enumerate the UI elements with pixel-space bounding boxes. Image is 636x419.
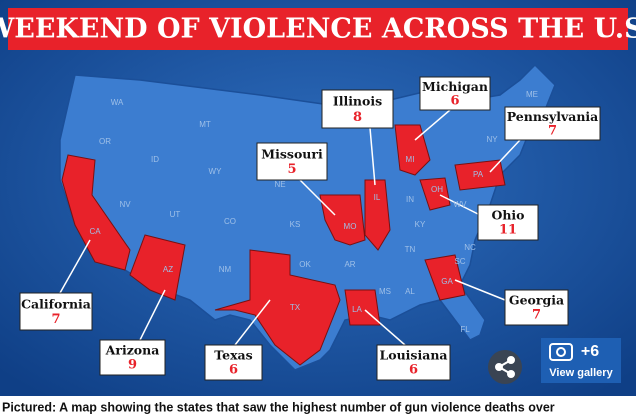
state-abbr: CO <box>224 217 236 226</box>
callout-box <box>504 106 601 141</box>
callout-count: 7 <box>548 123 557 138</box>
leader <box>364 309 406 346</box>
state-abbr: NE <box>274 180 285 189</box>
state-abbr: MI <box>406 155 415 164</box>
state-abbr: OK <box>299 260 311 269</box>
camera-lens <box>556 347 566 357</box>
callout-count: 11 <box>499 223 517 238</box>
state-mo <box>319 194 366 246</box>
leader <box>489 139 521 173</box>
state-abbr: GA <box>441 277 453 286</box>
callout-state: Texas <box>214 348 252 363</box>
state-abbr: WY <box>209 167 223 176</box>
title-bar <box>8 8 628 50</box>
callout-count: 7 <box>51 312 60 327</box>
state-abbr: FL <box>460 325 470 334</box>
callout-box <box>99 339 166 376</box>
callout-state: Pennsylvania <box>507 109 599 124</box>
state-ga <box>424 254 466 301</box>
state-abbr: CA <box>89 227 101 236</box>
callout-state: Georgia <box>509 293 564 308</box>
state-mi <box>394 124 431 176</box>
callout-state: Illinois <box>333 94 382 109</box>
callout-count: 7 <box>532 308 541 323</box>
state-abbr: MT <box>199 120 211 129</box>
leader <box>139 289 166 341</box>
callout-state: Michigan <box>422 79 488 94</box>
callout-state: Arizona <box>105 343 160 358</box>
state-abbr: IN <box>406 195 414 204</box>
callout-box <box>321 89 394 129</box>
state-abbr: MS <box>379 287 391 296</box>
state-abbr: OR <box>99 137 111 146</box>
callout-state: Louisiana <box>379 348 447 363</box>
leader-lines <box>59 109 521 346</box>
state-abbr: SC <box>454 257 465 266</box>
state-abbr: WA <box>111 98 124 107</box>
state-abbr: OH <box>431 185 443 194</box>
callout-box <box>256 142 328 181</box>
state-abbr: PA <box>473 170 484 179</box>
state-abbr: WV <box>454 200 468 209</box>
callout-state: Ohio <box>491 208 524 223</box>
callout-count: 5 <box>287 162 296 177</box>
state-la <box>344 289 381 326</box>
state-pa <box>454 159 506 191</box>
state-abbr: ID <box>151 155 159 164</box>
gallery-label: View gallery <box>549 367 613 379</box>
state-abbr: NV <box>119 200 131 209</box>
state-abbr: NM <box>219 265 232 274</box>
callout-box <box>504 289 569 326</box>
state-abbr: UT <box>170 210 181 219</box>
callout-box <box>19 292 93 331</box>
state-abbr: AZ <box>163 265 173 274</box>
leader <box>369 127 376 186</box>
callout-count: 6 <box>229 363 238 378</box>
callout-count: 8 <box>353 110 362 125</box>
leader <box>234 299 271 346</box>
leader <box>414 109 451 141</box>
callout-box <box>477 204 539 241</box>
leader <box>299 179 336 216</box>
state-labels: WA MT OR ID WY NV UT CO CA AZ NM TX OK KS NE MO IL AR LA MS… <box>89 90 538 334</box>
callout-count: 9 <box>128 358 137 373</box>
callout-box <box>419 76 491 111</box>
state-oh <box>419 177 451 211</box>
callout-state: California <box>21 296 91 311</box>
state-abbr: ME <box>526 90 538 99</box>
state-abbr: KS <box>290 220 301 229</box>
leader <box>439 194 481 216</box>
callout-count: 6 <box>409 363 418 378</box>
callouts: Illinois8Michigan6Pennsylvania7Missouri5… <box>19 76 601 381</box>
highlighted-states <box>61 124 506 366</box>
state-abbr: NY <box>486 135 498 144</box>
state-ca <box>61 154 131 271</box>
callout-count: 6 <box>450 93 459 108</box>
state-abbr: LA <box>352 305 362 314</box>
state-abbr: AR <box>344 260 355 269</box>
leader <box>59 239 91 294</box>
callout-box <box>376 344 451 381</box>
state-abbr: KY <box>415 220 426 229</box>
gallery-count: +6 <box>581 343 599 360</box>
state-abbr: TN <box>405 245 416 254</box>
share-icon <box>495 356 515 378</box>
camera-icon <box>549 343 573 361</box>
callout-box <box>204 344 263 381</box>
state-abbr: AL <box>405 287 415 296</box>
title: WEEKEND OF VIOLENCE ACROSS THE U.S. <box>0 14 636 45</box>
caption: Pictured: A map showing the states that … <box>2 400 555 414</box>
leader <box>454 279 506 301</box>
callout-state: Missouri <box>261 146 323 161</box>
state-abbr: IL <box>374 193 381 202</box>
share-button[interactable] <box>488 350 522 384</box>
state-abbr: TX <box>290 303 301 312</box>
state-abbr: MO <box>344 222 357 231</box>
state-abbr: NC <box>464 243 476 252</box>
state-tx <box>214 249 341 366</box>
state-il <box>364 179 391 251</box>
